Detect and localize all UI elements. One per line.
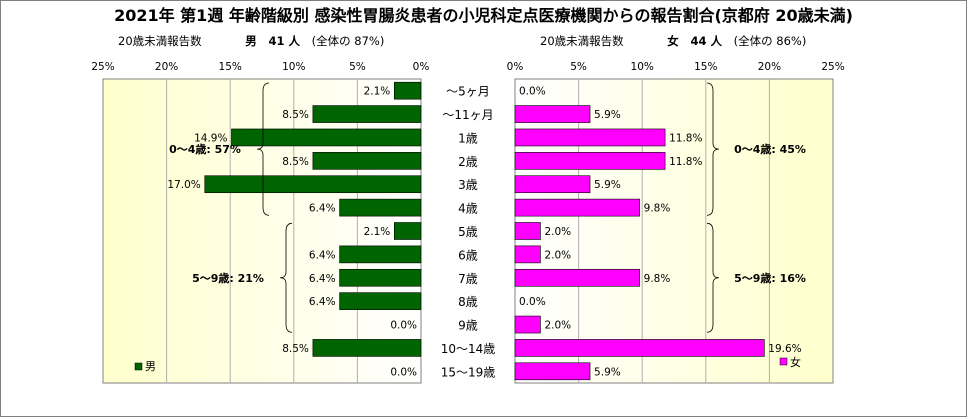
age-category-label: 3歳 — [458, 178, 478, 192]
female-value-label: 0.0% — [519, 86, 546, 98]
male-legend-swatch — [134, 362, 143, 371]
left-header: 20歳未満報告数 男 41 人 (全体の 87%) — [118, 33, 384, 49]
female-value-label: 19.6% — [768, 343, 801, 355]
age-category-label: 2歳 — [458, 155, 478, 169]
female-value-label: 2.0% — [544, 226, 571, 238]
right-header-label: 20歳未満報告数 — [540, 34, 624, 48]
group-brace — [706, 82, 720, 216]
age-category-label: 8歳 — [458, 295, 478, 309]
age-category-label: 6歳 — [458, 248, 478, 262]
age-category-label: 7歳 — [458, 272, 478, 286]
group-label: 0～4歳: 57% — [169, 142, 241, 156]
female-bar — [514, 268, 640, 287]
left-header-label: 20歳未満報告数 — [118, 34, 202, 48]
female-bar — [514, 198, 640, 217]
female-legend-label: 女 — [790, 355, 801, 369]
female-value-label: 11.8% — [669, 132, 702, 144]
female-value-label: 2.0% — [544, 320, 571, 332]
female-bar — [514, 152, 666, 170]
group-brace — [256, 82, 270, 216]
group-brace — [279, 222, 293, 333]
left-tick-label: 10% — [282, 61, 305, 73]
age-category-label: 9歳 — [458, 319, 478, 333]
female-value-label: 5.9% — [594, 109, 621, 121]
right-tick-label: 0% — [507, 61, 524, 73]
group-brace — [706, 222, 720, 333]
left-tick-label: 20% — [155, 61, 178, 73]
female-value-label: 0.0% — [519, 296, 546, 308]
group-label: 5～9歳: 16% — [734, 271, 806, 285]
female-bar — [514, 128, 666, 147]
male-value-label: 8.5% — [282, 343, 309, 355]
age-category-label: 1歳 — [458, 131, 478, 145]
female-value-label: 11.8% — [669, 156, 702, 168]
age-category-label: 15～19歳 — [441, 365, 496, 379]
age-category-label: 10～14歳 — [441, 342, 496, 356]
female-value-label: 9.8% — [644, 273, 671, 285]
female-value-label: 9.8% — [644, 203, 671, 215]
male-bar — [204, 175, 422, 194]
female-value-label: 5.9% — [594, 179, 621, 191]
female-bar — [514, 362, 591, 381]
male-bar — [339, 268, 422, 287]
male-value-label: 0.0% — [390, 320, 417, 332]
left-tick-label: 0% — [413, 61, 430, 73]
age-category-label: ～11ヶ月 — [442, 108, 493, 122]
female-legend-swatch — [779, 357, 788, 366]
male-bar — [339, 245, 422, 264]
female-value-label: 2.0% — [544, 249, 571, 261]
right-tick-label: 15% — [694, 61, 717, 73]
right-header-count: 44 人 — [690, 34, 722, 48]
female-value-label: 5.9% — [594, 366, 621, 378]
left-tick-label: 25% — [91, 61, 114, 73]
female-bar — [514, 175, 591, 194]
left-header-share: (全体の 87%) — [311, 34, 385, 48]
male-bar — [312, 152, 422, 170]
right-tick-label: 25% — [821, 61, 844, 73]
male-value-label: 17.0% — [167, 179, 200, 191]
male-value-label: 6.4% — [309, 249, 336, 261]
male-value-label: 6.4% — [309, 203, 336, 215]
male-bar — [393, 222, 422, 240]
male-bar — [393, 81, 422, 100]
age-category-label: 4歳 — [458, 202, 478, 216]
male-value-label: 0.0% — [390, 366, 417, 378]
male-value-label: 2.1% — [364, 226, 391, 238]
right-tick-label: 10% — [631, 61, 654, 73]
female-bar — [514, 315, 541, 334]
female-bar — [514, 105, 591, 123]
group-label: 5～9歳: 21% — [192, 271, 264, 285]
right-header-share: (全体の 86%) — [733, 34, 807, 48]
male-bar — [312, 339, 422, 357]
male-value-label: 6.4% — [309, 273, 336, 285]
chart-title: 2021年 第1週 年齢階級別 感染性胃腸炎患者の小児科定点医療機関からの報告割… — [114, 6, 853, 25]
female-bar — [514, 222, 541, 240]
male-value-label: 8.5% — [282, 109, 309, 121]
right-header: 20歳未満報告数 女 44 人 (全体の 86%) — [540, 33, 806, 49]
female-bar — [514, 245, 541, 264]
left-tick-label: 5% — [349, 61, 366, 73]
male-bar — [339, 292, 422, 310]
right-tick-label: 20% — [758, 61, 781, 73]
male-value-label: 8.5% — [282, 156, 309, 168]
female-bar — [514, 339, 765, 357]
left-header-count: 41 人 — [268, 34, 300, 48]
male-legend-label: 男 — [145, 360, 156, 373]
group-label: 0～4歳: 45% — [734, 142, 806, 156]
male-value-label: 14.9% — [194, 132, 227, 144]
right-tick-label: 5% — [570, 61, 587, 73]
male-bar — [339, 198, 422, 217]
age-category-label: 5歳 — [458, 225, 478, 239]
male-bar — [231, 128, 422, 147]
left-tick-label: 15% — [219, 61, 242, 73]
male-value-label: 2.1% — [364, 86, 391, 98]
male-value-label: 6.4% — [309, 296, 336, 308]
right-header-sex: 女 — [667, 34, 679, 48]
male-bar — [312, 105, 422, 123]
left-header-sex: 男 — [245, 34, 257, 48]
age-category-label: ～5ヶ月 — [446, 85, 490, 99]
